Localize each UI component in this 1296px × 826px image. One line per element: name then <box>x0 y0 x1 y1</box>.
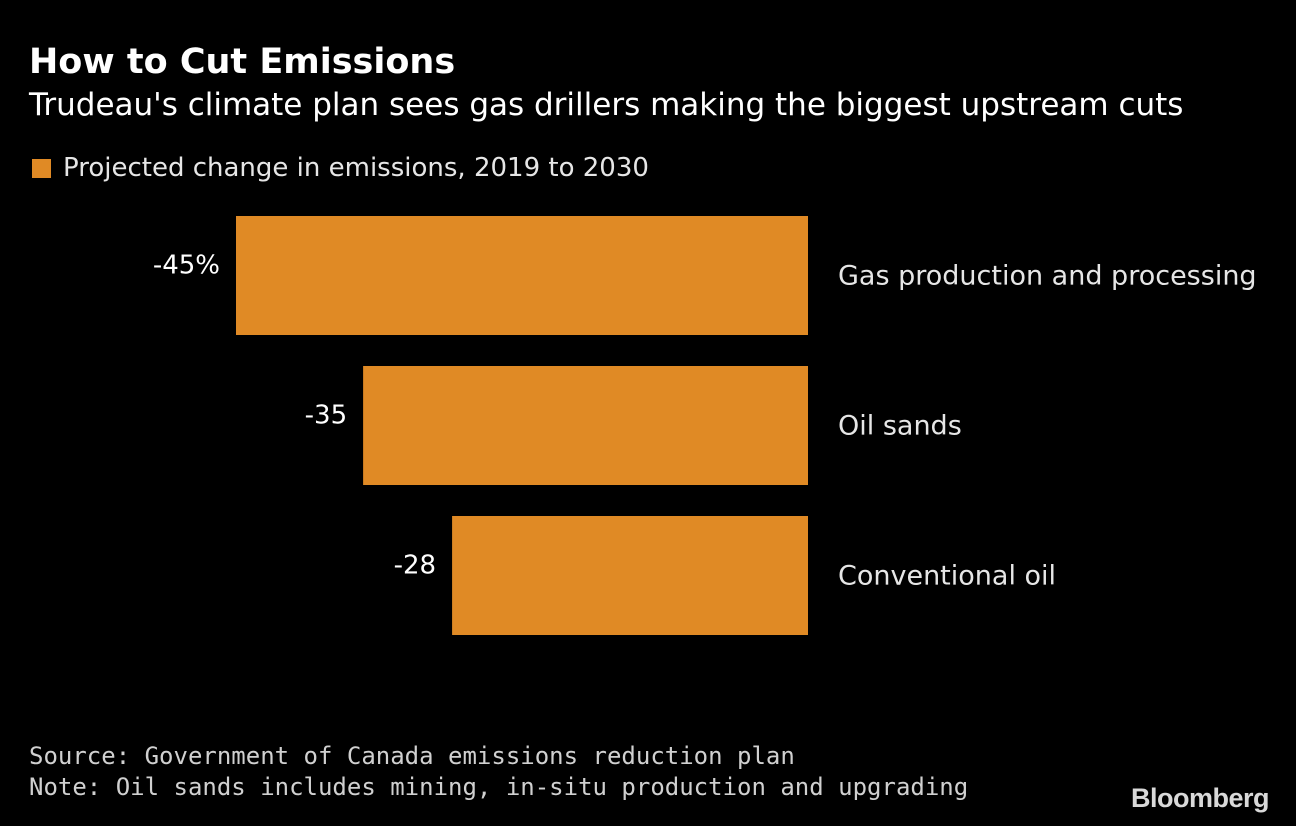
legend-swatch <box>32 158 51 178</box>
bar-0 <box>236 216 808 335</box>
category-label-0: Gas production and processing <box>838 261 1257 292</box>
source-note: Source: Government of Canada emissions r… <box>29 742 795 770</box>
bloomberg-logo: Bloomberg <box>1130 783 1270 813</box>
footnote: Note: Oil sands includes mining, in-situ… <box>29 773 969 801</box>
bar-2 <box>452 516 808 635</box>
value-label-2: -28 <box>394 551 436 581</box>
legend: Projected change in emissions, 2019 to 2… <box>32 150 649 186</box>
value-label-1: -35 <box>305 401 347 431</box>
legend-label: Projected change in emissions, 2019 to 2… <box>63 153 649 183</box>
bar-1 <box>363 366 808 485</box>
chart-title: How to Cut Emissions <box>29 42 456 82</box>
category-label-2: Conventional oil <box>838 561 1056 592</box>
bar-chart: -45% Gas production and processing -35 Oil … <box>153 216 1257 635</box>
category-label-1: Oil sands <box>838 411 962 442</box>
chart-subtitle: Trudeau's climate plan sees gas drillers… <box>29 87 1184 123</box>
value-label-0: -45% <box>153 251 220 281</box>
